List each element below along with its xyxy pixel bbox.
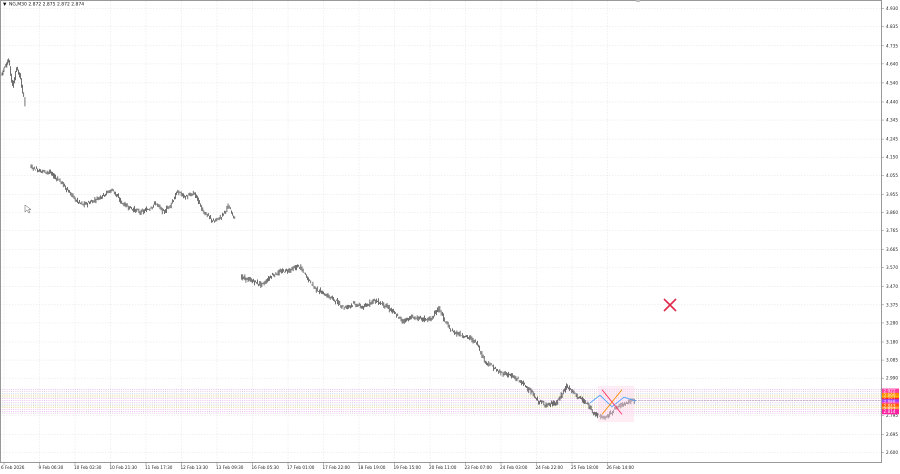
- price-tag: [882, 409, 899, 415]
- x-tick-label: 24 Feb 03:00: [500, 465, 528, 470]
- y-tick-label: 3.180: [886, 339, 898, 344]
- close-x-marker-icon[interactable]: [663, 298, 677, 312]
- y-tick-label: 3.765: [886, 228, 898, 233]
- price-overlay: [589, 385, 881, 422]
- price-tag-label: 2.899: [884, 393, 896, 398]
- x-tick-label: 6 Feb 2026: [1, 465, 25, 470]
- y-tick-label: 4.245: [886, 137, 898, 142]
- x-tick-label: 23 Feb 07:00: [465, 465, 493, 470]
- chart-header: ▼ NG,M30 2.872 2.875 2.872 2.874: [3, 2, 84, 8]
- x-tick-label: 18 Feb 19:00: [358, 465, 386, 470]
- y-tick-label: 3.860: [886, 210, 898, 215]
- x-tick-label: 26 Feb 14:00: [607, 465, 635, 470]
- x-tick-label: 24 Feb 22:00: [536, 465, 564, 470]
- price-tag: [882, 399, 899, 405]
- y-tick-label: 4.150: [886, 155, 898, 160]
- candle-series: [1, 58, 635, 421]
- x-tick-label: 13 Feb 09:30: [216, 465, 244, 470]
- y-tick-label: 3.665: [886, 247, 898, 252]
- y-tick-label: 2.695: [886, 432, 898, 437]
- symbol-ohlc-text: NG,M30 2.872 2.875 2.872 2.874: [9, 2, 84, 8]
- time-axis[interactable]: 6 Feb 2026 9 Feb 06:30 10 Feb 02:30 10 Feb …: [1, 462, 634, 470]
- y-tick-label: 3.570: [886, 265, 898, 270]
- y-tick-label: 3.280: [886, 320, 898, 325]
- price-tags: 2.9222.8992.8842.8742.8662.8522.8432.827…: [882, 388, 899, 415]
- x-tick-label: 17 Feb 01:00: [287, 465, 315, 470]
- price-tag-label: 2.814: [884, 409, 896, 414]
- x-tick-label: 12 Feb 13:30: [181, 465, 209, 470]
- y-tick-label: 4.440: [886, 99, 898, 104]
- y-tick-label: 3.085: [886, 358, 898, 363]
- price-tag-label: 2.922: [884, 389, 896, 394]
- price-tag-label: 2.843: [884, 404, 896, 409]
- x-tick-label: 25 Feb 18:00: [571, 465, 599, 470]
- indicator-cross-b: [601, 389, 623, 415]
- x-tick-label: 10 Feb 21:30: [110, 465, 138, 470]
- cursor-pointer-icon: [24, 204, 32, 214]
- price-tag: [882, 392, 899, 399]
- y-tick-label: 3.470: [886, 284, 898, 289]
- x-tick-label: 19 Feb 15:00: [394, 465, 422, 470]
- y-tick-label: 4.930: [886, 6, 898, 11]
- y-tick-label: 4.345: [886, 118, 898, 123]
- x-tick-label: 11 Feb 17:30: [145, 465, 173, 470]
- price-tag: [882, 403, 899, 409]
- header-arrow-icon[interactable]: ▼: [3, 3, 7, 8]
- x-tick-label: 10 Feb 02:30: [74, 465, 102, 470]
- y-tick-label: 4.835: [886, 24, 898, 29]
- plot-border: [0, 0, 882, 463]
- y-tick-label: 4.735: [886, 43, 898, 48]
- x-tick-label: 17 Feb 22:00: [323, 465, 351, 470]
- x-tick-label: 20 Feb 11:00: [429, 465, 457, 470]
- indicator-line: [589, 394, 637, 408]
- x-tick-label: 16 Feb 05:30: [252, 465, 280, 470]
- y-tick-label: 4.055: [886, 173, 898, 178]
- price-axis[interactable]: 4.930 4.835 4.735 4.640 4.540 4.440 4.345 4.245…: [881, 6, 898, 455]
- y-tick-label: 4.640: [886, 61, 898, 66]
- y-tick-label: 4.540: [886, 80, 898, 85]
- y-tick-label: 2.990: [886, 376, 898, 381]
- top-scroll-marker[interactable]: [636, 0, 640, 2]
- level-zone-lines: [0, 389, 881, 414]
- y-tick-label: 2.795: [886, 413, 898, 418]
- price-tag-label: 2.866: [884, 399, 896, 404]
- price-tag: [882, 388, 899, 394]
- y-tick-label: 3.375: [886, 302, 898, 307]
- y-tick-label: 3.955: [886, 192, 898, 197]
- chart-grid: [0, 1, 881, 462]
- y-tick-label: 2.600: [886, 450, 898, 455]
- x-tick-label: 9 Feb 06:30: [39, 465, 64, 470]
